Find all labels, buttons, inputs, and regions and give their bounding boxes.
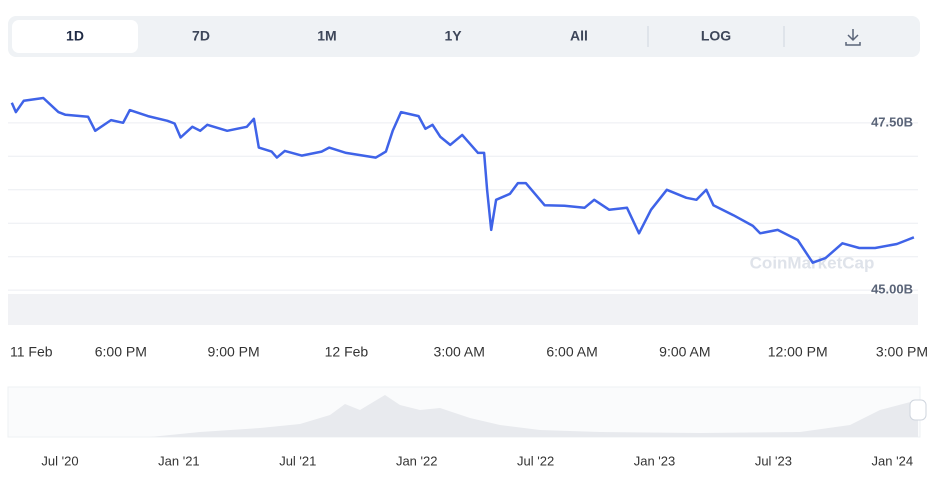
price-line [10, 96, 915, 264]
y-tick-label: 45.00B [871, 282, 913, 297]
tab[interactable]: 1Y [444, 28, 462, 44]
navigator-label: Jul '23 [755, 453, 792, 468]
navigator-label: Jan '24 [872, 453, 914, 468]
x-tick-label: 12 Feb [325, 344, 369, 360]
navigator-label: Jul '21 [279, 453, 316, 468]
tab-bar [8, 16, 920, 57]
active-tab [12, 20, 138, 53]
tab[interactable]: LOG [701, 28, 731, 44]
tab[interactable]: All [570, 28, 588, 44]
volume-area [8, 294, 918, 325]
navigator-label: Jul '22 [517, 453, 554, 468]
navigator-label: Jan '21 [158, 453, 200, 468]
y-tick-label: 47.50B [871, 114, 913, 129]
tab[interactable]: 1D [66, 28, 84, 44]
x-tick-label: 9:00 PM [208, 344, 260, 360]
tab[interactable]: 7D [192, 28, 210, 44]
x-tick-label: 12:00 PM [768, 344, 828, 360]
tab[interactable]: 1M [317, 28, 336, 44]
navigator-label: Jan '22 [396, 453, 438, 468]
x-tick-label: 3:00 AM [434, 344, 485, 360]
download-icon [845, 29, 861, 46]
x-tick-label: 3:00 PM [876, 344, 928, 360]
x-tick-label: 11 Feb [10, 344, 53, 360]
navigator-area [8, 395, 918, 437]
x-tick-label: 9:00 AM [659, 344, 710, 360]
navigator-handle[interactable] [909, 399, 927, 421]
download-button[interactable] [845, 29, 861, 46]
x-tick-label: 6:00 PM [95, 344, 147, 360]
x-tick-label: 6:00 AM [546, 344, 597, 360]
navigator-label: Jul '20 [41, 453, 78, 468]
navigator-label: Jan '23 [634, 453, 676, 468]
